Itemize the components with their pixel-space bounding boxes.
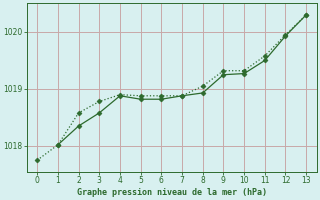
X-axis label: Graphe pression niveau de la mer (hPa): Graphe pression niveau de la mer (hPa) [77, 188, 267, 197]
